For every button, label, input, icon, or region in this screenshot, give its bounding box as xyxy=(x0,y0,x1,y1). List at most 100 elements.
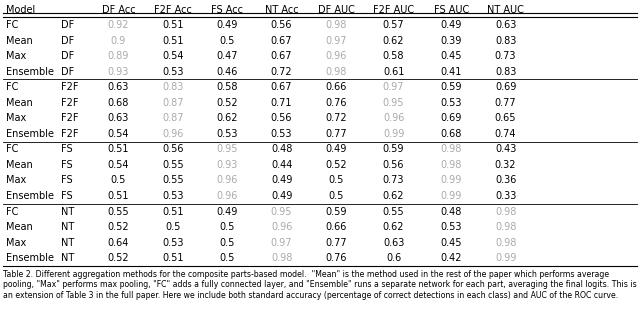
Text: 0.51: 0.51 xyxy=(162,207,184,216)
Text: F2F: F2F xyxy=(61,98,78,108)
Text: 0.55: 0.55 xyxy=(383,207,404,216)
Text: 0.48: 0.48 xyxy=(271,145,292,154)
Text: 0.53: 0.53 xyxy=(440,222,462,232)
Text: Mean: Mean xyxy=(6,160,33,170)
Text: DF Acc: DF Acc xyxy=(102,5,135,15)
Text: 0.5: 0.5 xyxy=(165,222,180,232)
Text: 0.43: 0.43 xyxy=(495,145,516,154)
Text: 0.77: 0.77 xyxy=(495,98,516,108)
Text: 0.51: 0.51 xyxy=(108,191,129,201)
Text: F2F: F2F xyxy=(61,113,78,123)
Text: FS: FS xyxy=(61,145,72,154)
Text: 0.92: 0.92 xyxy=(108,20,129,30)
Text: 0.96: 0.96 xyxy=(383,113,404,123)
Text: 0.69: 0.69 xyxy=(440,113,462,123)
Text: Ensemble: Ensemble xyxy=(6,253,54,263)
Text: Max: Max xyxy=(6,238,27,248)
Text: 0.36: 0.36 xyxy=(495,176,516,185)
Text: 0.56: 0.56 xyxy=(271,20,292,30)
Text: 0.58: 0.58 xyxy=(216,82,238,92)
Text: 0.53: 0.53 xyxy=(162,67,184,76)
Text: 0.83: 0.83 xyxy=(495,36,516,45)
Text: 0.96: 0.96 xyxy=(325,51,347,61)
Text: Max: Max xyxy=(6,113,27,123)
Text: 0.64: 0.64 xyxy=(108,238,129,248)
Text: 0.49: 0.49 xyxy=(216,20,238,30)
Text: 0.67: 0.67 xyxy=(271,82,292,92)
Text: 0.96: 0.96 xyxy=(271,222,292,232)
Text: 0.51: 0.51 xyxy=(162,36,184,45)
Text: 0.87: 0.87 xyxy=(162,113,184,123)
Text: 0.95: 0.95 xyxy=(216,145,238,154)
Text: 0.59: 0.59 xyxy=(325,207,347,216)
Text: 0.56: 0.56 xyxy=(271,113,292,123)
Text: 0.93: 0.93 xyxy=(216,160,238,170)
Text: 0.99: 0.99 xyxy=(440,176,462,185)
Text: 0.99: 0.99 xyxy=(495,253,516,263)
Text: 0.68: 0.68 xyxy=(108,98,129,108)
Text: 0.98: 0.98 xyxy=(325,20,347,30)
Text: 0.63: 0.63 xyxy=(495,20,516,30)
Text: NT: NT xyxy=(61,253,74,263)
Text: 0.96: 0.96 xyxy=(162,129,184,139)
Text: Ensemble: Ensemble xyxy=(6,191,54,201)
Text: 0.44: 0.44 xyxy=(271,160,292,170)
Text: 0.77: 0.77 xyxy=(325,238,347,248)
Text: 0.45: 0.45 xyxy=(440,51,462,61)
Text: 0.5: 0.5 xyxy=(220,253,235,263)
Text: NT: NT xyxy=(61,238,74,248)
Text: 0.71: 0.71 xyxy=(271,98,292,108)
Text: 0.97: 0.97 xyxy=(383,82,404,92)
Text: 0.98: 0.98 xyxy=(495,222,516,232)
Text: 0.51: 0.51 xyxy=(162,20,184,30)
Text: DF: DF xyxy=(61,67,74,76)
Text: FC: FC xyxy=(6,145,19,154)
Text: 0.96: 0.96 xyxy=(216,176,238,185)
Text: 0.96: 0.96 xyxy=(216,191,238,201)
Text: NT: NT xyxy=(61,222,74,232)
Text: 0.5: 0.5 xyxy=(220,36,235,45)
Text: 0.42: 0.42 xyxy=(440,253,462,263)
Text: 0.5: 0.5 xyxy=(220,238,235,248)
Text: Mean: Mean xyxy=(6,222,33,232)
Text: 0.95: 0.95 xyxy=(383,98,404,108)
Text: FS AUC: FS AUC xyxy=(433,5,469,15)
Text: 0.5: 0.5 xyxy=(328,176,344,185)
Text: 0.51: 0.51 xyxy=(162,253,184,263)
Text: 0.49: 0.49 xyxy=(216,207,238,216)
Text: Mean: Mean xyxy=(6,98,33,108)
Text: 0.56: 0.56 xyxy=(383,160,404,170)
Text: 0.63: 0.63 xyxy=(108,113,129,123)
Text: 0.63: 0.63 xyxy=(383,238,404,248)
Text: 0.97: 0.97 xyxy=(271,238,292,248)
Text: 0.53: 0.53 xyxy=(162,191,184,201)
Text: 0.98: 0.98 xyxy=(495,238,516,248)
Text: 0.69: 0.69 xyxy=(495,82,516,92)
Text: Max: Max xyxy=(6,51,27,61)
Text: DF: DF xyxy=(61,36,74,45)
Text: 0.62: 0.62 xyxy=(216,113,238,123)
Text: 0.33: 0.33 xyxy=(495,191,516,201)
Text: 0.68: 0.68 xyxy=(440,129,462,139)
Text: 0.99: 0.99 xyxy=(440,191,462,201)
Text: DF: DF xyxy=(61,51,74,61)
Text: 0.54: 0.54 xyxy=(108,160,129,170)
Text: Ensemble: Ensemble xyxy=(6,129,54,139)
Text: 0.67: 0.67 xyxy=(271,51,292,61)
Text: 0.83: 0.83 xyxy=(495,67,516,76)
Text: 0.39: 0.39 xyxy=(440,36,462,45)
Text: FC: FC xyxy=(6,20,19,30)
Text: NT: NT xyxy=(61,207,74,216)
Text: 0.41: 0.41 xyxy=(440,67,462,76)
Text: DF: DF xyxy=(61,20,74,30)
Text: F2F: F2F xyxy=(61,129,78,139)
Text: 0.76: 0.76 xyxy=(325,98,347,108)
Text: 0.62: 0.62 xyxy=(383,36,404,45)
Text: 0.54: 0.54 xyxy=(108,129,129,139)
Text: 0.51: 0.51 xyxy=(108,145,129,154)
Text: 0.77: 0.77 xyxy=(325,129,347,139)
Text: 0.65: 0.65 xyxy=(495,113,516,123)
Text: 0.5: 0.5 xyxy=(111,176,126,185)
Text: NT Acc: NT Acc xyxy=(265,5,298,15)
Text: 0.5: 0.5 xyxy=(328,191,344,201)
